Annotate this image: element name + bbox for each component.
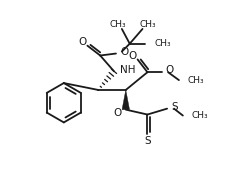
Text: O: O <box>128 51 137 61</box>
Text: O: O <box>165 65 173 75</box>
Text: CH₃: CH₃ <box>188 76 204 85</box>
Text: O: O <box>120 47 128 57</box>
Text: O: O <box>78 37 87 47</box>
Text: O: O <box>114 108 122 118</box>
Text: CH₃: CH₃ <box>154 39 171 48</box>
Text: CH₃: CH₃ <box>192 111 208 120</box>
Text: CH₃: CH₃ <box>110 20 126 29</box>
Text: S: S <box>144 136 151 146</box>
Text: S: S <box>171 102 178 112</box>
Text: CH₃: CH₃ <box>139 20 156 29</box>
Text: NH: NH <box>120 65 135 75</box>
Polygon shape <box>122 90 130 110</box>
